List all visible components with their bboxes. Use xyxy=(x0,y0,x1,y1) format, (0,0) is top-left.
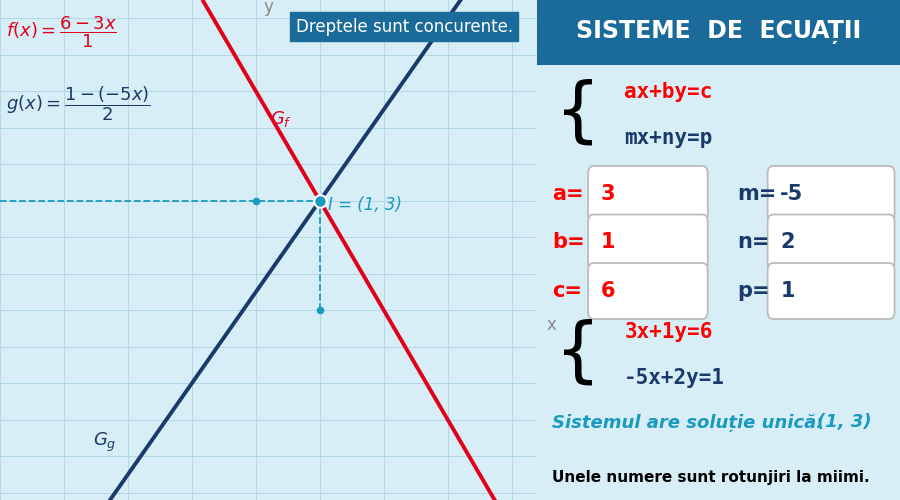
Text: Sistemul are soluție unică:: Sistemul are soluție unică: xyxy=(552,414,824,432)
Text: a=: a= xyxy=(552,184,583,204)
Text: Unele numere sunt rotunjiri la miimi.: Unele numere sunt rotunjiri la miimi. xyxy=(552,470,869,485)
Text: $\{$: $\{$ xyxy=(554,318,593,388)
FancyBboxPatch shape xyxy=(768,166,895,222)
Text: 1: 1 xyxy=(601,232,616,252)
Text: ax+by=c: ax+by=c xyxy=(625,82,713,102)
Text: 1: 1 xyxy=(780,281,795,301)
Text: SISTEME  DE  ECUAȚII: SISTEME DE ECUAȚII xyxy=(576,20,861,44)
Text: m=: m= xyxy=(737,184,776,204)
Text: Dreptele sunt concurente.: Dreptele sunt concurente. xyxy=(295,18,513,36)
FancyBboxPatch shape xyxy=(768,214,895,270)
Text: -5: -5 xyxy=(780,184,804,204)
Text: n=: n= xyxy=(737,232,769,252)
Text: b=: b= xyxy=(552,232,584,252)
FancyBboxPatch shape xyxy=(588,263,707,319)
Text: 3: 3 xyxy=(601,184,616,204)
Text: I = (1, 3): I = (1, 3) xyxy=(328,196,402,214)
FancyBboxPatch shape xyxy=(768,263,895,319)
Text: (1, 3): (1, 3) xyxy=(816,414,871,432)
Text: p=: p= xyxy=(737,281,769,301)
Text: 6: 6 xyxy=(601,281,616,301)
Text: mx+ny=p: mx+ny=p xyxy=(625,128,713,148)
Text: $g(x)=\dfrac{1-(-5x)}{2}$: $g(x)=\dfrac{1-(-5x)}{2}$ xyxy=(6,84,151,122)
Text: x: x xyxy=(547,316,557,334)
Text: $\{$: $\{$ xyxy=(554,78,593,148)
FancyBboxPatch shape xyxy=(588,166,707,222)
Text: -5x+2y=1: -5x+2y=1 xyxy=(625,368,725,388)
Text: $f(x)=\dfrac{6-3x}{1}$: $f(x)=\dfrac{6-3x}{1}$ xyxy=(6,14,117,50)
Text: 3x+1y=6: 3x+1y=6 xyxy=(625,322,713,342)
Text: 2: 2 xyxy=(780,232,795,252)
Text: $G_g$: $G_g$ xyxy=(93,430,116,454)
Text: c=: c= xyxy=(552,281,581,301)
Text: y: y xyxy=(264,0,274,16)
Text: $G_f$: $G_f$ xyxy=(270,110,292,130)
FancyBboxPatch shape xyxy=(537,0,900,65)
FancyBboxPatch shape xyxy=(588,214,707,270)
